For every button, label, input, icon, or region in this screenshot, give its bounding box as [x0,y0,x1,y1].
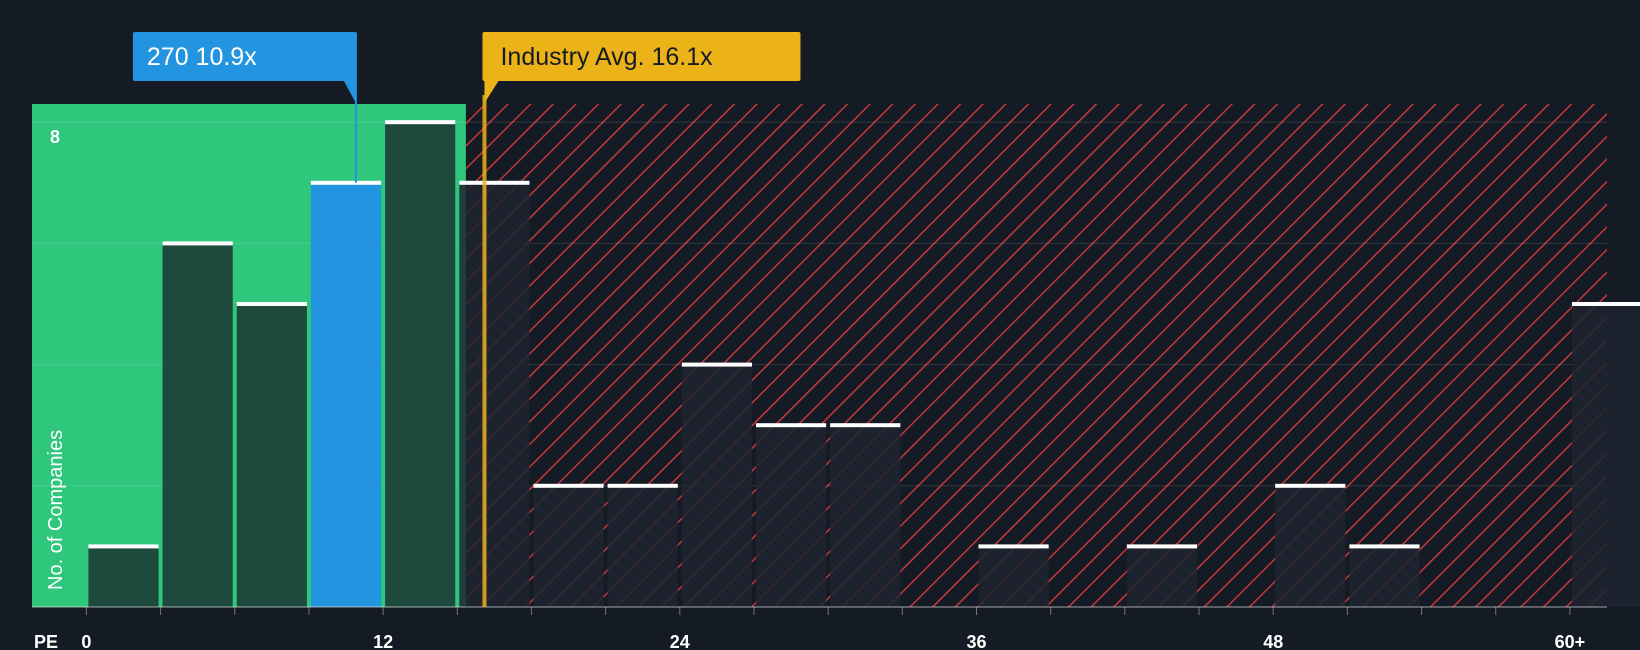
histogram-bar [162,243,233,607]
histogram-bar [1275,485,1346,607]
histogram-bar [385,122,456,607]
y-tick-label: 8 [50,127,60,147]
histogram-bar [88,546,159,607]
bar-cap [755,423,827,428]
bar-cap [459,180,530,185]
bar-cap [385,120,456,125]
bar-cap [88,544,159,549]
industry-avg-callout-label: Industry Avg. 16.1x [500,43,713,71]
bar-cap [162,241,233,246]
x-tick-label: 36 [966,632,986,650]
histogram-bar [1349,546,1420,607]
histogram-bar [978,546,1049,607]
histogram-bar [1126,546,1198,607]
bar-cap [236,301,307,306]
industry-avg-marker-line [482,95,487,607]
y-axis-label: No. of Companies [45,430,67,590]
histogram-bar [755,425,827,607]
company-callout-label: 270 10.9x [147,43,257,71]
markers [343,80,499,607]
company-callout: 270 10.9x [132,32,357,81]
histogram-bar [830,425,901,607]
company-callout-pointer [343,81,356,103]
bar-cap [607,483,678,488]
bar-cap [978,544,1049,549]
bar-cap [1275,483,1346,488]
histogram-bar [607,485,678,607]
x-tick-label: 48 [1263,632,1283,650]
bar-cap [1571,301,1640,306]
x-tick-label: 0 [81,632,91,650]
industry-avg-callout: Industry Avg. 16.1x [482,32,801,81]
bar-cap [533,483,604,488]
histogram-bar [459,182,530,607]
industry-avg-callout-box [482,32,801,81]
x-axis-label: PE [34,632,58,650]
x-tick-label: 24 [670,632,690,650]
x-tick-label: 12 [373,632,393,650]
bar-cap [1349,544,1420,549]
x-axis-ticks: 0 12 24 36 48 60+ [32,606,1607,650]
bar-cap [1126,544,1198,549]
x-tick-label: 60+ [1555,632,1586,650]
company-callout-box [132,32,357,81]
histogram-bar [310,182,382,607]
histogram-bar [681,364,752,607]
bars [88,120,1640,607]
bar-cap [681,362,752,367]
industry-avg-callout-pointer [484,81,499,103]
histogram-bar [1571,303,1640,607]
histogram-bar [236,303,307,607]
histogram-bar [533,485,604,607]
bar-cap [830,423,901,428]
bar-cap [310,180,382,185]
